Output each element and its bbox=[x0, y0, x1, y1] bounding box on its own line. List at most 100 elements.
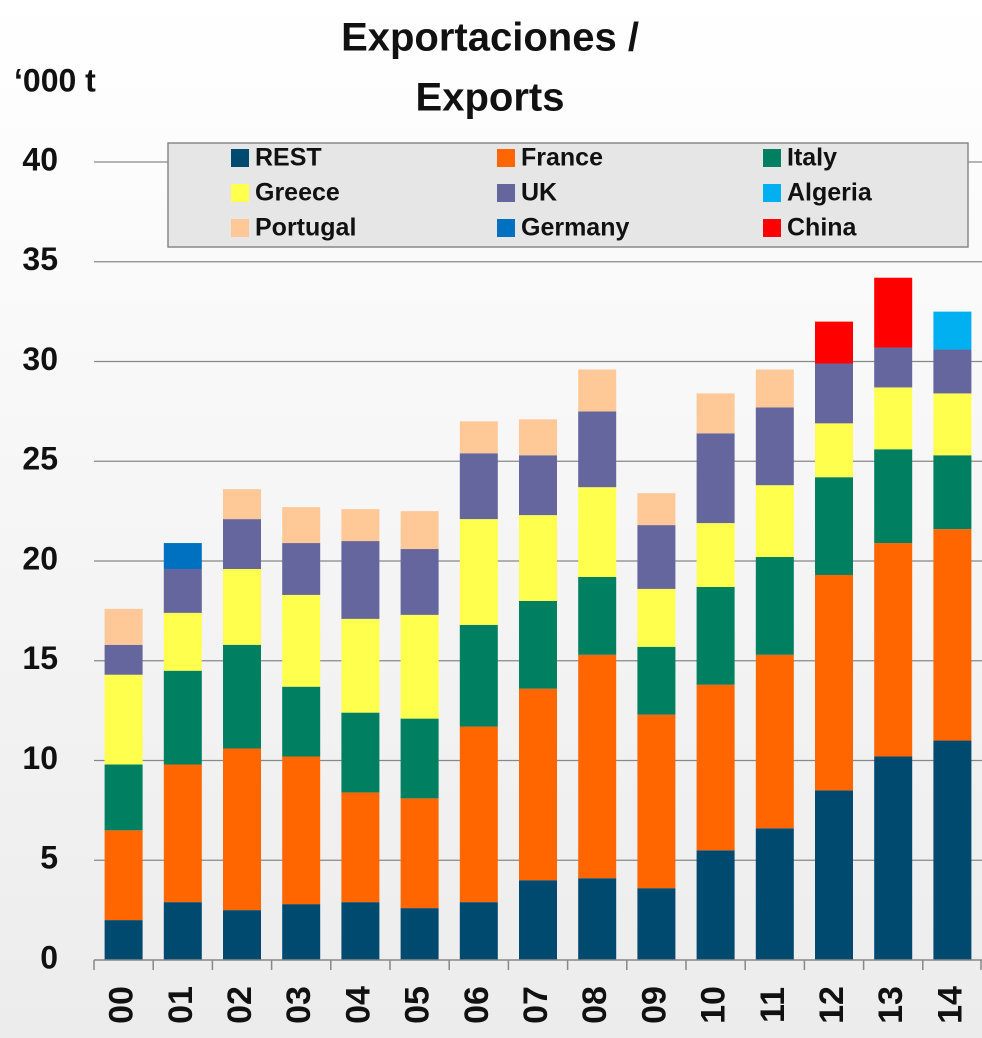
legend-label: Greece bbox=[255, 179, 340, 207]
bar-segment bbox=[933, 349, 972, 394]
bar-segment bbox=[815, 321, 853, 364]
bar-segment bbox=[282, 686, 321, 757]
legend-swatch bbox=[763, 219, 781, 237]
bar-segment bbox=[223, 489, 261, 520]
bar-segment bbox=[696, 523, 735, 587]
bar-segment bbox=[815, 423, 853, 478]
bar-segment bbox=[400, 798, 439, 909]
legend-label: UK bbox=[521, 179, 557, 207]
bar-segment bbox=[104, 674, 143, 765]
bar-segment bbox=[163, 543, 202, 569]
bar-segment bbox=[163, 670, 202, 765]
bar-segment bbox=[223, 519, 261, 569]
bar-segment bbox=[459, 453, 498, 520]
y-tick-label: 20 bbox=[22, 540, 58, 576]
bar-segment bbox=[637, 888, 676, 960]
bar-segment bbox=[696, 684, 735, 851]
y-tick-label: 25 bbox=[22, 441, 58, 477]
bar-segment bbox=[519, 455, 557, 516]
bar-segment bbox=[223, 910, 261, 960]
bar-segment bbox=[282, 543, 321, 595]
legend-swatch bbox=[763, 149, 781, 167]
legend-swatch bbox=[231, 149, 249, 167]
bar-segment bbox=[400, 511, 439, 550]
y-tick-label: 0 bbox=[40, 939, 58, 975]
bar-segment bbox=[163, 902, 202, 960]
x-tick-label: 03 bbox=[280, 986, 318, 1024]
legend-swatch bbox=[231, 219, 249, 237]
bar-segment bbox=[874, 543, 913, 757]
bar-segment bbox=[519, 688, 557, 881]
legend-label: Algeria bbox=[787, 179, 873, 207]
bar-segment bbox=[933, 455, 972, 530]
bar-segment bbox=[874, 277, 913, 348]
bar-segment bbox=[637, 714, 676, 889]
bar-segment bbox=[282, 756, 321, 905]
x-tick-label: 09 bbox=[635, 986, 673, 1024]
bar-segment bbox=[104, 644, 143, 675]
bar-segment bbox=[400, 549, 439, 615]
y-tick-label: 40 bbox=[22, 141, 58, 177]
x-tick-label: 06 bbox=[458, 986, 496, 1024]
bar-segment bbox=[459, 519, 498, 625]
bar-segment bbox=[755, 654, 794, 829]
bar-segment bbox=[755, 485, 794, 558]
bar-segment bbox=[578, 369, 617, 412]
y-tick-label: 5 bbox=[40, 840, 58, 876]
legend-label: Germany bbox=[521, 214, 629, 242]
legend-box bbox=[167, 142, 969, 248]
bar-segment bbox=[223, 644, 261, 749]
bar-segment bbox=[341, 618, 380, 713]
legend-label: China bbox=[787, 214, 858, 242]
bar-segment bbox=[933, 529, 972, 741]
chart-title: Exportaciones / bbox=[341, 16, 639, 60]
bar-segment bbox=[696, 393, 735, 434]
x-tick-label: 04 bbox=[339, 986, 377, 1024]
legend-swatch bbox=[497, 149, 515, 167]
bar-segment bbox=[578, 411, 617, 488]
legend-swatch bbox=[763, 184, 781, 202]
bar-segment bbox=[578, 576, 617, 655]
bar-segment bbox=[163, 764, 202, 903]
bar-segment bbox=[163, 612, 202, 671]
x-tick-label: 13 bbox=[872, 986, 910, 1024]
bar-segment bbox=[578, 654, 617, 879]
legend-swatch bbox=[497, 184, 515, 202]
bar-segment bbox=[755, 369, 794, 408]
bar-segment bbox=[933, 393, 972, 456]
bar-segment bbox=[755, 828, 794, 960]
bar-segment bbox=[282, 507, 321, 544]
bar-segment bbox=[341, 541, 380, 619]
x-tick-label: 12 bbox=[813, 986, 851, 1024]
legend-label: Portugal bbox=[255, 214, 356, 242]
bar-segment bbox=[815, 363, 853, 424]
bar-segment bbox=[163, 568, 202, 613]
bar-segment bbox=[874, 347, 913, 388]
bar-segment bbox=[637, 646, 676, 715]
bar-segment bbox=[637, 525, 676, 589]
bar-segment bbox=[459, 624, 498, 727]
legend-label: France bbox=[521, 144, 603, 172]
bar-segment bbox=[400, 908, 439, 960]
bar-segment bbox=[104, 608, 143, 645]
legend-swatch bbox=[231, 184, 249, 202]
bar-segment bbox=[223, 748, 261, 911]
bar-segment bbox=[933, 740, 972, 960]
legend-swatch bbox=[497, 219, 515, 237]
y-tick-label: 15 bbox=[22, 640, 58, 676]
bar-segment bbox=[282, 904, 321, 960]
bar-segment bbox=[341, 712, 380, 793]
bar-segment bbox=[874, 449, 913, 544]
bar-segment bbox=[815, 574, 853, 791]
bar-segment bbox=[341, 509, 380, 542]
bar-segment bbox=[104, 830, 143, 921]
bar-segment bbox=[400, 718, 439, 799]
bar-segment bbox=[874, 756, 913, 960]
x-tick-label: 05 bbox=[399, 986, 437, 1024]
bar-segment bbox=[400, 614, 439, 719]
bar-segment bbox=[519, 880, 557, 960]
bar-segment bbox=[459, 421, 498, 454]
y-axis-label: ‘000 t bbox=[14, 62, 96, 98]
bar-segment bbox=[933, 311, 972, 350]
